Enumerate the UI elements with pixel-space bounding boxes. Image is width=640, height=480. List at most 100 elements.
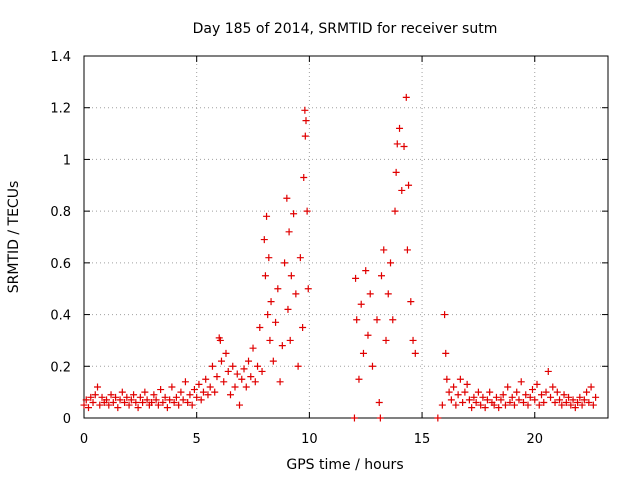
data-point [141,388,149,396]
data-point [181,378,189,386]
data-point [292,290,300,298]
data-point [260,236,268,244]
data-point [504,383,512,391]
data-point [159,398,167,406]
data-point [524,401,532,409]
data-point [272,318,280,326]
data-point [526,393,534,401]
data-point [195,380,203,388]
ticks-layer: 0 0.2 0.4 0.6 0.8 1 1.2 1.4 0 5 10 15 20 [50,50,608,447]
data-point [499,391,507,399]
data-point [592,393,600,401]
data-point [402,93,410,101]
data-point [459,398,467,406]
data-point [213,373,221,381]
data-point [278,342,286,350]
data-point [123,393,131,401]
data-point [89,398,97,406]
data-point [468,404,476,412]
data-point [98,393,106,401]
x-tick-label: 0 [80,432,88,447]
y-tick-label: 0.4 [50,309,71,324]
data-point [247,373,255,381]
data-point [222,349,230,357]
data-point [538,391,546,399]
data-point [355,375,363,383]
data-point [216,336,224,344]
data-point [472,398,480,406]
data-point [366,290,374,298]
x-tick-label: 10 [301,432,318,447]
data-point [403,246,411,254]
data-point [562,398,570,406]
data-point [85,404,93,412]
data-point [560,391,568,399]
data-point [362,267,370,275]
data-point [87,393,95,401]
data-point [352,274,360,282]
data-point [264,311,272,319]
x-axis-label: GPS time / hours [286,457,403,473]
y-tick-label: 0.6 [50,257,71,272]
data-point [300,174,308,182]
data-point [150,391,158,399]
data-point [157,386,165,394]
data-point [583,388,591,396]
data-point [94,383,102,391]
data-point [405,181,413,189]
data-point [454,391,462,399]
y-tick-label: 1 [63,153,71,168]
data-point [531,396,539,404]
data-point [574,398,582,406]
data-point [533,380,541,388]
data-point [251,378,259,386]
data-point [359,349,367,357]
data-point [154,401,162,409]
data-point [409,336,417,344]
data-point [549,383,557,391]
data-point [400,143,408,150]
data-point [517,378,525,386]
data-point [224,367,232,375]
data-point [281,259,289,267]
data-point [452,401,460,409]
data-point [148,398,156,406]
data-point [392,168,400,176]
data-point [407,298,415,306]
data-point [519,398,527,406]
data-point [294,362,302,370]
data-point [447,396,455,404]
data-point [139,398,147,406]
data-point [535,401,543,409]
data-point [118,388,126,396]
data-point [553,388,561,396]
data-point [112,393,120,401]
data-point [522,391,530,399]
data-point [245,357,253,365]
data-point [515,396,523,404]
data-point [114,404,122,412]
data-point [540,398,548,406]
data-point [96,401,104,409]
data-point [130,391,138,399]
data-point [544,367,552,375]
chart-title: Day 185 of 2014, SRMTID for receiver sut… [193,21,498,37]
data-point [107,391,115,399]
data-point [256,324,264,331]
data-point [226,391,234,399]
data-point [82,396,90,404]
data-point [258,367,266,375]
data-point [199,388,207,396]
data-point [434,414,442,422]
data-point [211,388,219,396]
data-point [179,396,187,404]
data-point [152,396,160,404]
data-point [267,298,275,306]
data-point [495,404,503,412]
data-point [136,393,144,401]
data-point [580,396,588,404]
data-point [303,207,311,215]
data-point [109,398,117,406]
data-point [283,194,291,202]
